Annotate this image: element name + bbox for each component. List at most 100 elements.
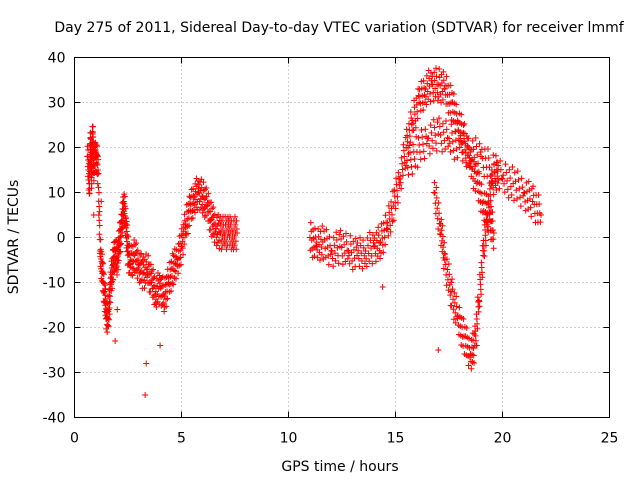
trace-point <box>231 242 238 249</box>
trace-point <box>329 255 336 262</box>
trace-point <box>327 251 334 258</box>
trace-point <box>164 295 171 302</box>
trace-point <box>333 237 340 244</box>
trace-point <box>105 323 112 330</box>
trace-point <box>398 185 405 192</box>
trace-point <box>400 141 407 148</box>
trace-point <box>399 172 406 179</box>
trace-point <box>536 201 543 208</box>
trace-point <box>150 284 157 290</box>
data-point <box>143 360 150 367</box>
trace-point <box>117 234 124 241</box>
trace-point <box>94 152 101 159</box>
trace-point <box>460 129 467 136</box>
trace-point <box>418 127 425 134</box>
trace-point <box>143 266 150 273</box>
trace-point <box>389 218 396 225</box>
trace-point <box>452 309 459 316</box>
trace-point <box>464 135 471 142</box>
trace-point <box>214 223 221 230</box>
trace-point <box>435 225 442 232</box>
trace-point <box>213 234 220 241</box>
trace-point <box>438 227 445 234</box>
trace-point <box>441 137 448 144</box>
trace-point <box>232 230 239 236</box>
trace-point <box>209 205 216 212</box>
trace-point <box>466 160 473 167</box>
trace-point <box>189 215 196 222</box>
y-axis-label: SDTVAR / TECUs <box>6 180 22 295</box>
trace-point <box>233 217 240 224</box>
trace-point <box>123 224 130 231</box>
trace-point <box>110 276 117 283</box>
trace-point <box>450 147 457 154</box>
trace-point <box>484 227 491 234</box>
trace-point <box>123 214 130 221</box>
trace-point <box>355 247 362 254</box>
trace-point <box>159 292 166 299</box>
trace-point <box>459 157 466 164</box>
y-tick-label: 20 <box>48 141 66 157</box>
trace-point <box>99 251 106 258</box>
trace-point <box>131 236 138 243</box>
trace-point <box>414 164 421 171</box>
trace-point <box>387 228 394 235</box>
trace-point <box>344 247 351 254</box>
trace-point <box>421 84 428 91</box>
trace-point <box>505 194 512 201</box>
trace-point <box>440 265 447 272</box>
trace-point <box>401 153 408 160</box>
data-point <box>345 248 352 254</box>
trace-point <box>369 231 376 238</box>
trace-point <box>312 242 319 249</box>
trace-point <box>433 184 440 191</box>
x-tick-label: 25 <box>601 431 619 447</box>
trace-point <box>490 191 497 198</box>
data-point <box>90 212 97 218</box>
trace-point <box>420 141 427 148</box>
trace-point <box>461 138 468 145</box>
trace-point <box>481 247 488 254</box>
trace-point <box>211 230 218 237</box>
trace-point <box>518 175 525 182</box>
trace-point <box>123 238 130 245</box>
trace-point <box>442 118 449 125</box>
y-tick-label: -40 <box>43 411 66 427</box>
trace-point <box>323 226 330 233</box>
data-point <box>456 144 463 151</box>
trace-point <box>325 261 332 268</box>
trace-point <box>94 171 101 178</box>
x-tick-label: 15 <box>387 431 405 447</box>
data-point <box>377 239 384 245</box>
trace-point <box>434 205 441 212</box>
trace-point <box>331 242 338 249</box>
trace-point <box>433 81 440 88</box>
trace-point <box>510 197 517 204</box>
trace-point <box>124 248 131 255</box>
trace-point <box>311 253 318 260</box>
trace-point <box>94 161 101 168</box>
trace-point <box>429 145 436 152</box>
trace-point <box>427 122 434 129</box>
trace-point <box>356 263 363 270</box>
trace-point <box>380 249 387 256</box>
trace-point <box>445 143 452 150</box>
trace-point <box>99 259 106 266</box>
trace-point <box>392 205 399 212</box>
trace-point <box>190 192 197 199</box>
trace-point <box>514 168 521 175</box>
trace-point <box>213 225 220 232</box>
trace-point <box>386 209 393 216</box>
trace-point <box>232 221 239 228</box>
trace-point <box>141 285 148 292</box>
trace-point <box>431 69 438 76</box>
trace-point <box>207 226 214 233</box>
trace-point <box>342 230 349 237</box>
trace-point <box>392 199 399 206</box>
trace-point <box>317 236 324 243</box>
trace-point <box>364 234 371 241</box>
trace-point <box>426 83 433 90</box>
trace-point <box>354 240 361 247</box>
trace-point <box>359 265 366 272</box>
trace-point <box>516 185 523 192</box>
